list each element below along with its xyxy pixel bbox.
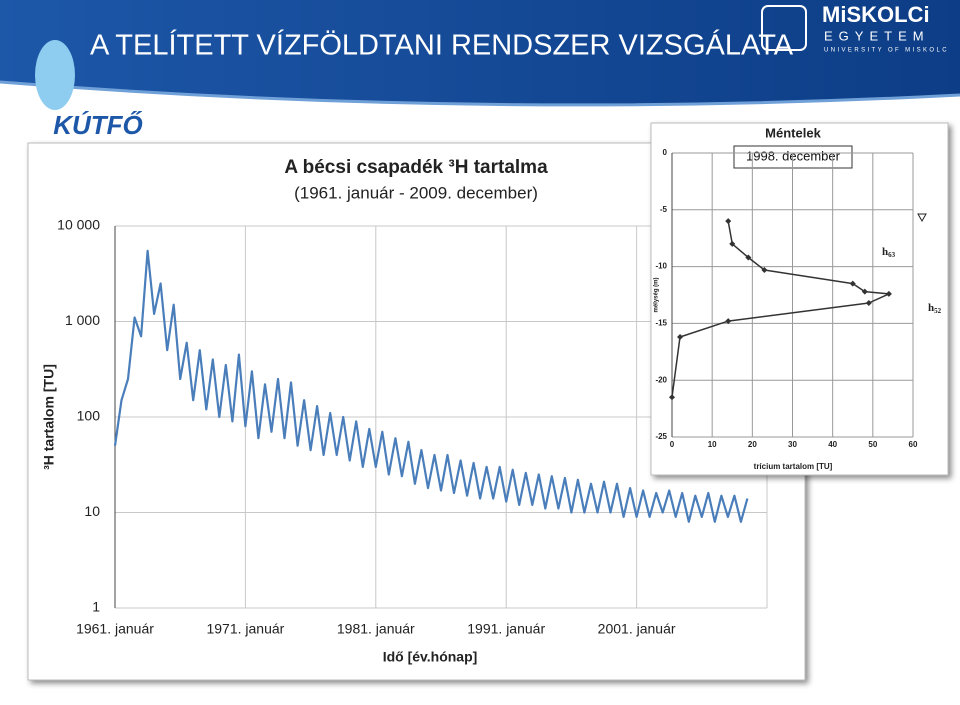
inset-x-label: trícium tartalom [TU] (754, 462, 833, 471)
x-axis-label: Idő [év.hónap] (383, 649, 478, 665)
y-tick-label: 0 (663, 148, 668, 157)
inset-title: Méntelek (765, 125, 821, 140)
mascot (35, 40, 75, 110)
slide-title: A TELÍTETT VÍZFÖLDTANI RENDSZER VIZSGÁLA… (90, 29, 794, 62)
chart-subtitle: (1961. január - 2009. december) (294, 183, 538, 202)
x-tick-label: 60 (909, 440, 918, 449)
x-tick-label: 1991. január (467, 621, 545, 637)
data-point (729, 240, 736, 247)
y-tick-label: -10 (655, 262, 667, 271)
y-tick-label: -5 (660, 205, 668, 214)
dimension-label: h63 (882, 246, 896, 259)
data-point (761, 267, 768, 274)
x-tick-label: 0 (670, 440, 675, 449)
x-tick-label: 20 (748, 440, 757, 449)
university-en: UNIVERSITY OF MISKOLC (824, 48, 949, 54)
dimension-label: h52 (928, 302, 942, 315)
dimension-letter: h (882, 246, 888, 258)
x-tick-label: 1961. január (76, 621, 154, 637)
data-point (725, 318, 732, 325)
inset-panel (650, 122, 949, 476)
data-point (745, 254, 752, 261)
data-point (669, 394, 675, 401)
y-tick-label: 10 (84, 503, 100, 519)
crest (761, 5, 807, 51)
y-tick-label: -15 (655, 319, 667, 328)
university: MiSKOLCi (822, 2, 930, 27)
data-line (113, 249, 749, 523)
x-tick-label: 30 (788, 440, 797, 449)
dimension-subscript: 52 (934, 307, 942, 315)
header-band (0, 0, 960, 105)
data-point (865, 299, 872, 306)
y-axis-label: ³H tartalom [TU] (41, 364, 57, 470)
data-point (861, 288, 868, 295)
data-point (885, 290, 892, 297)
logo: KÚTFŐ (53, 110, 143, 140)
data-point (725, 218, 732, 225)
x-tick-label: 50 (868, 440, 877, 449)
x-tick-label: 10 (708, 440, 717, 449)
y-tick-label: 1 (92, 599, 100, 615)
x-tick-label: 2001. január (598, 621, 676, 637)
data-point (849, 280, 856, 287)
data-point (677, 334, 684, 341)
x-tick-label: 1981. január (337, 621, 415, 637)
annotation: 1998. december (746, 148, 841, 163)
x-tick-label: 40 (828, 440, 837, 449)
dimension-letter: h (928, 302, 934, 314)
y-tick-label: 100 (77, 408, 101, 424)
inset-y-label: mélység (m) (654, 277, 660, 312)
chart-title: A bécsi csapadék ³H tartalma (284, 157, 548, 178)
y-tick-label: 10 000 (57, 217, 100, 233)
dimension-subscript: 63 (888, 251, 896, 259)
header-edge (0, 80, 960, 107)
y-tick-label: -25 (655, 432, 667, 441)
water-table (917, 213, 927, 223)
x-tick-label: 1971. január (206, 621, 284, 637)
y-tick-label: -20 (655, 375, 667, 384)
y-tick-label: 1 000 (65, 312, 100, 328)
university-line2: EGYETEM (824, 28, 930, 43)
